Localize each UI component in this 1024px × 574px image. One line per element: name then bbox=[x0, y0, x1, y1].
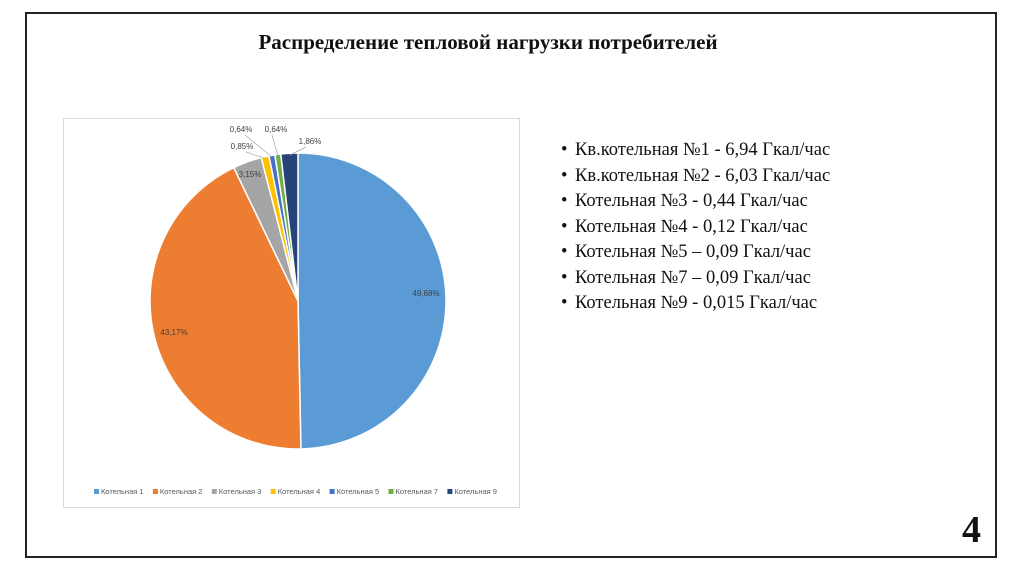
pie-slice-котельная-9 bbox=[279, 152, 299, 302]
pie-data-label: 3,15% bbox=[239, 170, 262, 179]
pie-data-label: 0,85% bbox=[231, 142, 254, 151]
pie-data-label: 0,64% bbox=[230, 125, 253, 134]
legend-swatch-котельная-2 bbox=[152, 489, 158, 494]
legend-swatch-котельная-7 bbox=[388, 489, 394, 494]
bullet-text: Котельная №9 - 0,015 Гкал/час bbox=[575, 293, 818, 313]
legend-label-котельная-7: Котельная 7 bbox=[396, 487, 439, 496]
legend-label-котельная-3: Котельная 3 bbox=[219, 487, 262, 496]
bullet-text: Кв.котельная №2 - 6,03 Гкал/час bbox=[575, 165, 831, 186]
bullet-text: Кв.котельная №1 - 6,94 Гкал/час bbox=[575, 140, 831, 160]
bullet-item: • Котельная №9 - 0,015 Гкал/час bbox=[561, 293, 818, 313]
pie-leader-line bbox=[271, 134, 279, 157]
pie-chart: 49,68% 43,17% 3,15% 0,85% 0,64% 0,64% 1,86% Ко… bbox=[63, 118, 520, 508]
pie-leader-line bbox=[289, 146, 307, 156]
pie-data-label: 1,86% bbox=[299, 137, 322, 146]
pie-data-label: 0,64% bbox=[265, 125, 288, 134]
slide-title: Распределение тепловой нагрузки потребит… bbox=[258, 30, 718, 54]
legend-swatch-котельная-4 bbox=[270, 489, 276, 494]
bullet-text: Котельная №3 - 0,44 Гкал/час bbox=[575, 191, 808, 211]
pie-chart-svg: 49,68% 43,17% 3,15% 0,85% 0,64% 0,64% 1,86% Ко… bbox=[94, 125, 497, 496]
bullet-item: • Котельная №5 – 0,09 Гкал/час bbox=[561, 242, 811, 262]
bullet-item: • Кв.котельная №2 - 6,03 Гкал/час bbox=[561, 165, 831, 186]
pie-leader-line bbox=[245, 151, 266, 159]
legend-label-котельная-2: Котельная 2 bbox=[160, 487, 203, 496]
bullet-item: • Котельная №3 - 0,44 Гкал/час bbox=[561, 191, 808, 211]
legend-swatch-котельная-1 bbox=[94, 489, 99, 494]
bullet-list: • Кв.котельная №1 - 6,94 Гкал/час • Кв.кот… bbox=[561, 138, 830, 317]
page-number: 4 bbox=[962, 509, 981, 551]
bullet-item: • Котельная №7 – 0,09 Гкал/час bbox=[561, 267, 811, 288]
bullet-item: • Котельная №4 - 0,12 Гкал/час bbox=[561, 216, 808, 237]
legend-label-котельная-9: Котельная 9 bbox=[454, 487, 497, 496]
legend-swatch-котельная-5 bbox=[329, 489, 335, 494]
slide-frame bbox=[25, 12, 997, 558]
bullet-item: • Кв.котельная №1 - 6,94 Гкал/час bbox=[561, 140, 831, 160]
legend-swatch-котельная-9 bbox=[447, 489, 453, 494]
legend-label-котельная-4: Котельная 4 bbox=[278, 487, 321, 496]
pie-leader-line bbox=[247, 163, 255, 181]
pie-data-label: 43,17% bbox=[160, 328, 187, 337]
legend-label-котельная-1: Котельная 1 bbox=[101, 487, 144, 496]
bullet-text: Котельная №4 - 0,12 Гкал/час bbox=[575, 216, 808, 237]
pie-slice-котельная-1 bbox=[297, 152, 447, 450]
pie-slice-котельная-2 bbox=[149, 166, 302, 450]
legend-label-котельная-5: Котельная 5 bbox=[337, 487, 380, 496]
legend-swatch-котельная-3 bbox=[211, 489, 217, 494]
pie-data-label: 49,68% bbox=[412, 289, 439, 298]
pie-leader-line bbox=[244, 134, 273, 158]
bullet-text: Котельная №5 – 0,09 Гкал/час bbox=[575, 242, 811, 262]
bullet-text: Котельная №7 – 0,09 Гкал/час bbox=[575, 267, 811, 288]
